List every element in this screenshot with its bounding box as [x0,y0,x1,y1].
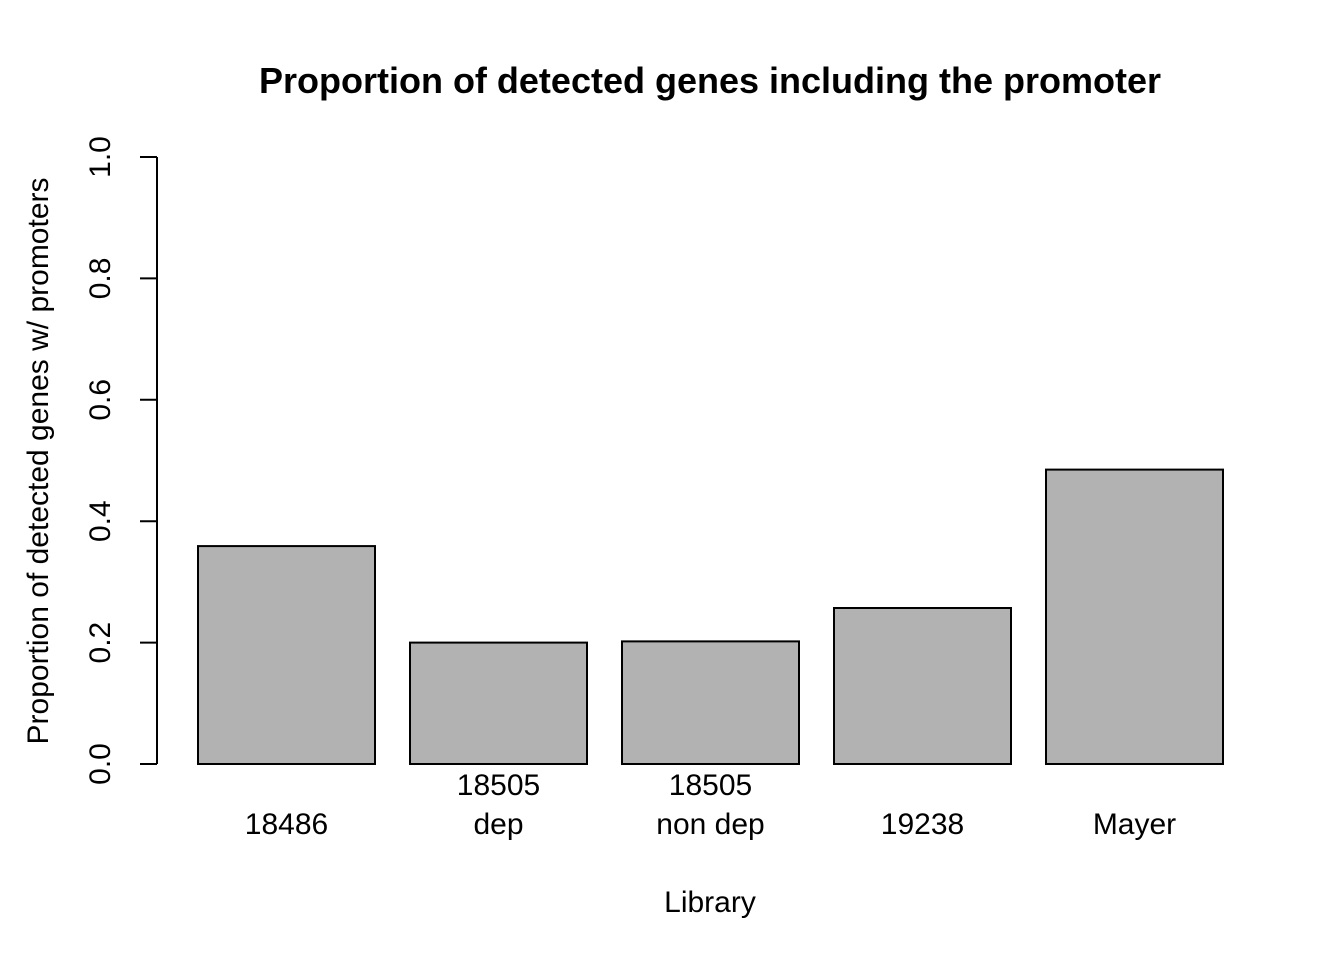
bar [197,545,376,765]
y-tick-label: 0.4 [84,500,117,542]
category-label: non dep [656,808,764,841]
category-label: 19238 [881,808,964,841]
y-axis: 0.0 0.2 0.4 0.6 0.8 1.0 [84,136,158,785]
y-tick-label: 0.2 [84,622,117,664]
bars [197,468,1224,765]
bar [833,607,1012,765]
category-label: dep [473,808,523,841]
x-axis-label: Library [664,886,756,919]
y-tick-label: 1.0 [84,136,117,178]
bar [409,641,588,765]
category-label: 18505 [669,769,752,802]
category-label: 18486 [245,808,328,841]
y-tick-label: 0.8 [84,258,117,300]
bar [1045,468,1224,765]
category-labels: 18486 18505 dep 18505 non dep 19238 Mayer [245,769,1176,841]
y-tick-label: 0.0 [84,743,117,785]
y-axis-label: Proportion of detected genes w/ promoter… [22,178,55,745]
chart-title: Proportion of detected genes including t… [259,60,1161,101]
y-tick-label: 0.6 [84,379,117,421]
category-label: 18505 [457,769,540,802]
bar [621,640,800,765]
category-label: Mayer [1093,808,1176,841]
